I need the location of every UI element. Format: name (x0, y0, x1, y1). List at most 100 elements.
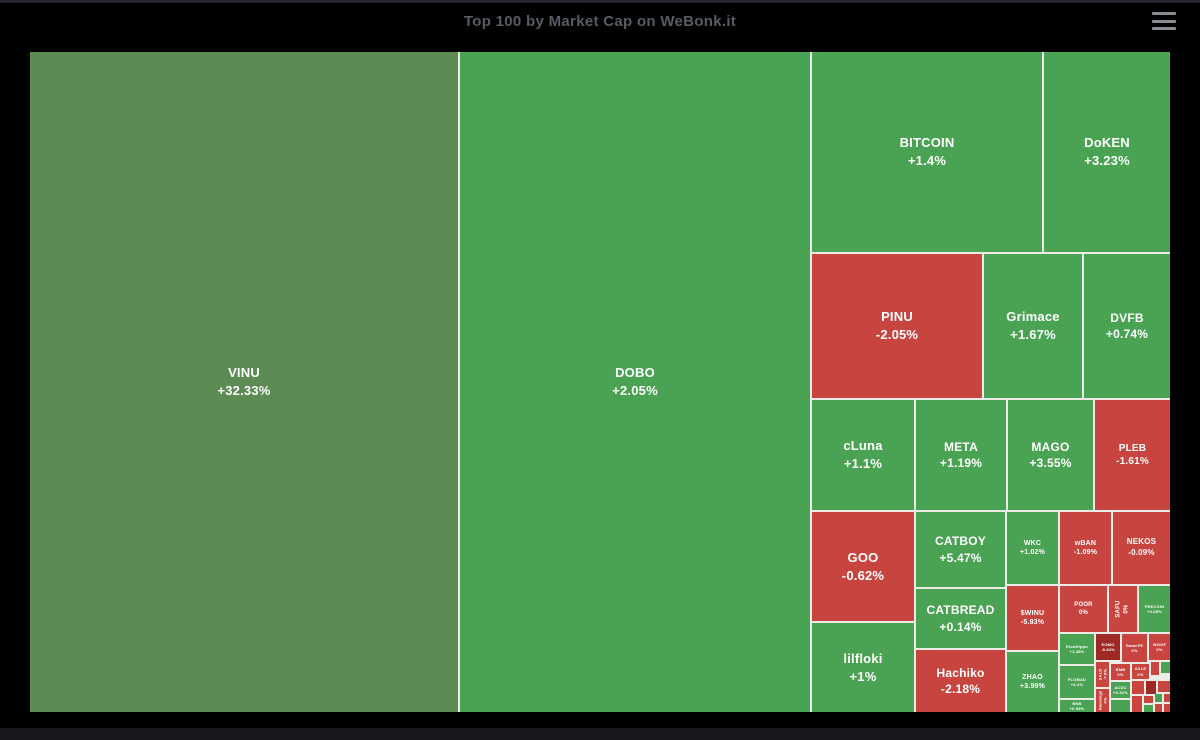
treemap-tile-micro[interactable] (1155, 704, 1162, 712)
treemap-tile-micro[interactable] (1132, 681, 1144, 694)
tile-change: 0% (1137, 671, 1144, 677)
treemap-tile-nekos[interactable]: NEKOS -0.09% (1113, 512, 1170, 584)
treemap-tile-woof[interactable]: WOOF 0% (1149, 634, 1170, 660)
tile-change: -7.5% (1102, 668, 1108, 681)
tile-symbol: GOO (847, 549, 879, 565)
treemap-tile-eomo[interactable]: EOMO -5.84% (1096, 634, 1120, 660)
tile-symbol: DVFB (1110, 310, 1144, 325)
top-bar: Top 100 by Market Cap on WeBonk.it (0, 3, 1200, 40)
treemap-tile-bnb[interactable]: BNB +0.93% (1060, 700, 1094, 712)
tile-symbol: lilfloki (843, 650, 883, 666)
treemap-tile-meta[interactable]: META +1.19% (916, 400, 1006, 510)
tile-symbol: PLEB (1118, 442, 1147, 454)
treemap-tile-zhao[interactable]: ZHAO +3.99% (1007, 652, 1058, 712)
tile-symbol: $WINU (1020, 609, 1045, 617)
treemap-tile-lilfloki[interactable]: lilfloki +1% (812, 623, 914, 712)
treemap-tile-micro[interactable] (1158, 681, 1170, 692)
page-title: Top 100 by Market Cap on WeBonk.it (463, 13, 737, 30)
tile-change: +0.65% (1147, 609, 1162, 614)
treemap-tile-poor[interactable]: POOR 0% (1060, 586, 1107, 632)
tile-change: +0.74% (1105, 327, 1149, 341)
tile-symbol: CATBREAD (926, 603, 995, 618)
tile-symbol: EOMO (1101, 641, 1115, 647)
tile-change: +1.1% (843, 456, 883, 471)
treemap-tile-micro[interactable] (1161, 662, 1170, 673)
tile-change: -2.05% (875, 327, 919, 342)
treemap-tile-bmb[interactable]: BMB 0% (1111, 664, 1130, 680)
treemap-tile-micro[interactable] (1151, 662, 1159, 675)
tile-change: +1.67% (1010, 327, 1056, 342)
tile-symbol: PINU (881, 309, 913, 325)
tile-symbol: META (944, 439, 978, 454)
treemap-tile-wkc[interactable]: WKC +1.02% (1007, 512, 1058, 584)
tile-change: +3.99% (1019, 683, 1046, 690)
treemap-tile-grimace[interactable]: Grimace +1.67% (984, 254, 1082, 398)
tile-change: 0% (1123, 604, 1130, 614)
tile-symbol: MAGO (1031, 439, 1070, 454)
treemap-tile-catboy[interactable]: CATBOY +5.47% (916, 512, 1005, 587)
tile-change: -5.83% (1020, 619, 1045, 626)
treemap-tile-micro[interactable] (1164, 704, 1170, 712)
tile-symbol: FLOMAD (1067, 676, 1087, 682)
treemap-tile-micro[interactable] (1164, 694, 1170, 702)
tile-symbol: WKC (1023, 539, 1042, 547)
treemap-tile-pinu[interactable]: PINU -2.05% (812, 254, 982, 398)
treemap-tile-mago[interactable]: MAGO +3.55% (1008, 400, 1093, 510)
tile-symbol: cLuna (843, 438, 883, 454)
treemap-tile-sald[interactable]: SALD -7.5% (1096, 662, 1109, 687)
treemap: VINU +32.33% DOBO +2.05% BITCOIN +1.4% DoKEN +3… (30, 52, 1170, 712)
treemap-tile-cluna[interactable]: cLuna +1.1% (812, 400, 914, 510)
tile-change: +3.55% (1029, 456, 1072, 470)
tile-symbol: Grimace (1006, 309, 1060, 325)
tile-change: +2.05% (612, 383, 658, 398)
top-border-line (0, 0, 1200, 3)
treemap-tile-dobo[interactable]: DOBO +2.05% (460, 52, 810, 712)
tile-change: +1.38% (1069, 649, 1085, 654)
tile-symbol: PEECOIN (1144, 603, 1165, 609)
treemap-tile-goo[interactable]: GOO -0.62% (812, 512, 914, 621)
treemap-tile-safu[interactable]: SAFU 0% (1109, 586, 1137, 632)
treemap-tile-micro[interactable] (1132, 696, 1142, 712)
treemap-tile-gamefe[interactable]: GameFE 0% (1122, 634, 1147, 662)
treemap-tile-pleb[interactable]: PLEB -1.61% (1095, 400, 1170, 510)
treemap-tile-acdc[interactable]: ACDC +0.31% (1111, 682, 1130, 698)
treemap-tile-wban[interactable]: wBAN -1.09% (1060, 512, 1111, 584)
tile-change: -1.61% (1116, 456, 1149, 467)
treemap-tile-micro[interactable] (1144, 705, 1153, 712)
tile-symbol: SALD (1097, 668, 1103, 681)
treemap-tile-doken[interactable]: DoKEN +3.23% (1044, 52, 1170, 252)
treemap-tile-hamdoge[interactable]: Hamdoge 0% (1096, 689, 1109, 712)
tile-change: -2.18% (940, 682, 981, 696)
tile-change: 0% (1131, 648, 1138, 653)
tile-symbol: VINU (228, 365, 260, 381)
tile-symbol: POOR (1074, 601, 1093, 608)
treemap-tile-elonhippo[interactable]: ElonHippo +1.38% (1060, 634, 1094, 664)
treemap-tile-micro[interactable] (1144, 696, 1153, 703)
treemap-tile-winu[interactable]: $WINU -5.83% (1007, 586, 1058, 650)
treemap-tile-micro[interactable] (1155, 694, 1162, 702)
treemap-tile-hachiko[interactable]: Hachiko -2.18% (916, 650, 1005, 712)
tile-change: +4.2% (1070, 682, 1084, 687)
hamburger-menu-icon[interactable] (1152, 12, 1176, 30)
treemap-tile-catbread[interactable]: CATBREAD +0.14% (916, 589, 1005, 648)
treemap-tile-micro[interactable] (1111, 700, 1130, 712)
treemap-tile-bitcoin[interactable]: BITCOIN +1.4% (812, 52, 1042, 252)
tile-symbol: BMB (1115, 666, 1126, 672)
treemap-tile-dvfb[interactable]: DVFB +0.74% (1084, 254, 1170, 398)
tile-symbol: AXLE (1134, 666, 1147, 672)
tile-symbol: CATBOY (935, 534, 986, 549)
treemap-tile-vinu[interactable]: VINU +32.33% (30, 52, 458, 712)
treemap-tile-peecoin[interactable]: PEECOIN +0.65% (1139, 586, 1170, 632)
tile-symbol: GameFE (1125, 642, 1144, 648)
tile-change: -0.62% (841, 567, 885, 583)
tile-change: -0.09% (1128, 548, 1155, 557)
tile-change: 0% (1117, 672, 1124, 677)
tile-symbol: BITCOIN (899, 135, 955, 151)
treemap-tile-flomad[interactable]: FLOMAD +4.2% (1060, 666, 1094, 698)
tile-symbol: Hachiko (936, 665, 985, 680)
treemap-tile-micro[interactable] (1146, 681, 1156, 694)
tile-change: +1.19% (939, 456, 983, 470)
treemap-tile-axle[interactable]: AXLE 0% (1132, 664, 1149, 679)
tile-change: +0.93% (1069, 706, 1085, 711)
tile-change: -5.84% (1101, 647, 1115, 652)
